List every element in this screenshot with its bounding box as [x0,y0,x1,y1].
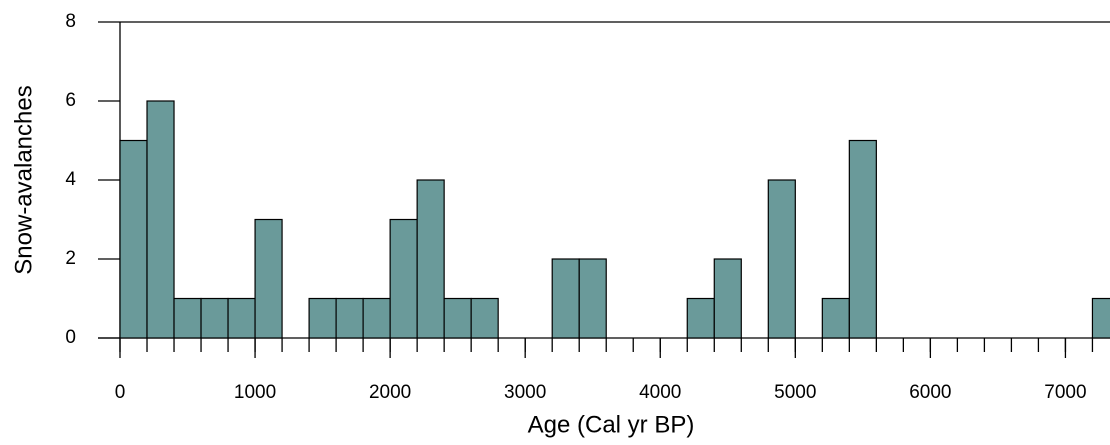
bar [713,258,742,339]
bar [443,297,472,339]
bar [416,179,445,339]
bars [119,100,1110,339]
y-axis-label: Snow-avalanches [10,85,37,274]
y-tick-label: 4 [65,169,76,190]
y-tick-label: 6 [65,90,76,111]
bar [146,100,175,339]
x-tick-label: 6000 [909,382,951,403]
bar [821,297,850,339]
bar [227,297,256,339]
bar [335,297,364,339]
bar [200,297,229,339]
x-tick-label: 5000 [774,382,816,403]
bar [1091,297,1110,339]
x-tick-label: 2000 [369,382,411,403]
x-tick-label: 4000 [639,382,681,403]
x-tick-label: 1000 [234,382,276,403]
x-axis-label: Age (Cal yr BP) [528,411,695,438]
bar [578,258,607,339]
bar [308,297,337,339]
bar [173,297,202,339]
bar [254,218,283,339]
y-tick-label: 2 [65,248,76,269]
y-tick-label: 8 [65,11,76,32]
bar [767,179,796,339]
x-tick-label: 0 [115,382,126,403]
bar [119,139,148,339]
bar [362,297,391,339]
bar [470,297,499,339]
bar [686,297,715,339]
bar [551,258,580,339]
y-tick-label: 0 [65,327,76,348]
x-tick-label: 3000 [504,382,546,403]
bar [848,139,877,339]
x-tick-label: 7000 [1044,382,1086,403]
bar [389,218,418,339]
